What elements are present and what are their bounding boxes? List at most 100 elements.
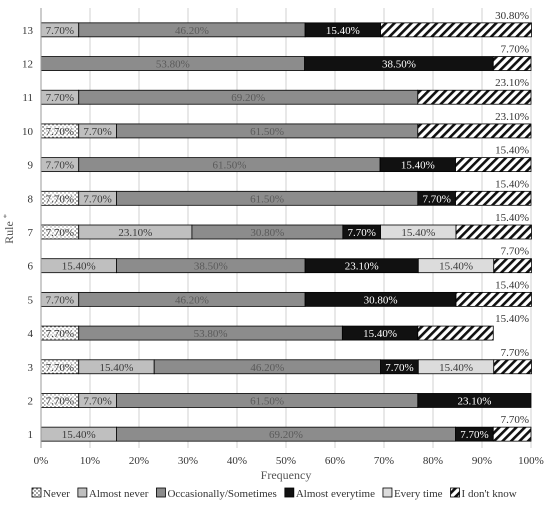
data-label: 61.50% bbox=[212, 160, 246, 172]
y-tick-label: 5 bbox=[28, 294, 34, 306]
data-label: 23.10% bbox=[118, 227, 152, 239]
data-label: 7.70% bbox=[46, 160, 74, 172]
legend-label: Occasionally/Sometimes bbox=[167, 488, 276, 500]
x-tick-label: 30% bbox=[178, 455, 198, 467]
data-label: 7.70% bbox=[501, 246, 529, 258]
legend-label: Almost everytime bbox=[296, 488, 375, 500]
bar-segment bbox=[455, 190, 532, 206]
legend-swatch bbox=[382, 487, 393, 498]
data-label: 61.50% bbox=[250, 395, 284, 407]
y-tick-label: 10 bbox=[22, 126, 34, 138]
data-label: 15.40% bbox=[495, 279, 529, 291]
legend-label: Every time bbox=[394, 488, 443, 500]
x-tick-label: 20% bbox=[129, 455, 149, 467]
data-label: 15.40% bbox=[495, 313, 529, 325]
data-label: 38.50% bbox=[382, 59, 416, 71]
y-tick-label: 8 bbox=[28, 193, 34, 205]
data-label: 7.70% bbox=[83, 193, 111, 205]
data-label: 7.70% bbox=[46, 328, 74, 340]
y-tick-label: 2 bbox=[28, 395, 34, 407]
data-label: 7.70% bbox=[501, 347, 529, 359]
label-backdrop bbox=[44, 394, 75, 407]
legend-swatch bbox=[31, 487, 42, 498]
legend-swatch bbox=[284, 487, 295, 498]
bar-segment bbox=[455, 157, 532, 173]
data-label: 7.70% bbox=[46, 294, 74, 306]
bar-segment bbox=[492, 56, 532, 71]
data-label: 69.20% bbox=[269, 429, 303, 441]
data-label: 7.70% bbox=[46, 193, 74, 205]
x-tick-label: 80% bbox=[423, 455, 443, 467]
y-tick-label: 13 bbox=[22, 25, 34, 37]
x-tick-label: 60% bbox=[325, 455, 345, 467]
axes: 0% 10% 20% 30% 40% 50% 60% 70% 80% 90% 100%1234567… bbox=[2, 8, 544, 482]
data-label: 7.70% bbox=[83, 395, 111, 407]
legend-swatch bbox=[156, 487, 166, 498]
legend-swatch bbox=[77, 487, 88, 498]
data-label: 7.70% bbox=[46, 395, 74, 407]
label-backdrop bbox=[44, 124, 75, 137]
x-tick-label: 100% bbox=[518, 455, 544, 467]
data-label: 15.40% bbox=[62, 429, 96, 441]
bar-segment bbox=[493, 258, 532, 274]
data-label: 30.80% bbox=[364, 294, 398, 306]
data-label: 15.40% bbox=[495, 145, 529, 157]
data-label: 15.40% bbox=[99, 362, 133, 374]
data-label: 38.50% bbox=[194, 261, 228, 273]
data-label: 15.40% bbox=[401, 160, 435, 172]
data-label: 7.70% bbox=[46, 227, 74, 239]
legend-swatch bbox=[450, 487, 460, 498]
y-tick-label: 9 bbox=[28, 160, 34, 172]
y-tick-label: 12 bbox=[22, 59, 33, 71]
data-label: 15.40% bbox=[326, 25, 360, 37]
data-label: 7.70% bbox=[460, 429, 488, 441]
data-label: 15.40% bbox=[401, 227, 435, 239]
data-label: 46.20% bbox=[175, 25, 209, 37]
data-label: 7.70% bbox=[501, 414, 529, 426]
data-label: 61.50% bbox=[250, 126, 284, 138]
data-label: 46.20% bbox=[175, 294, 209, 306]
data-label: 23.10% bbox=[457, 395, 491, 407]
data-label: 61.50% bbox=[250, 193, 284, 205]
legend: Never Almost never Occasionally/Sometimes A… bbox=[31, 487, 517, 500]
x-tick-label: 0% bbox=[34, 455, 49, 467]
data-label: 15.40% bbox=[495, 212, 529, 224]
bar-segment bbox=[492, 426, 532, 442]
data-label: 15.40% bbox=[495, 178, 529, 190]
x-tick-label: 10% bbox=[80, 455, 100, 467]
data-label: 7.70% bbox=[46, 126, 74, 138]
bar-segment bbox=[380, 22, 532, 38]
data-label: 53.80% bbox=[194, 328, 228, 340]
bar-segment bbox=[455, 224, 532, 240]
y-tick-label: 7 bbox=[28, 227, 34, 239]
bar-segment bbox=[493, 359, 532, 375]
label-backdrop bbox=[44, 327, 75, 340]
legend-label: Almost never bbox=[89, 488, 149, 500]
data-label: 7.70% bbox=[46, 92, 74, 104]
x-tick-label: 40% bbox=[227, 455, 247, 467]
label-backdrop bbox=[44, 192, 75, 205]
data-label: 7.70% bbox=[347, 227, 375, 239]
data-label: 15.40% bbox=[363, 328, 397, 340]
bar-segment bbox=[417, 123, 532, 139]
bar-segment bbox=[417, 89, 532, 105]
bar-segment bbox=[455, 291, 532, 307]
data-label: 30.80% bbox=[495, 10, 529, 22]
data-label: 53.80% bbox=[156, 59, 190, 71]
data-label: 23.10% bbox=[345, 261, 379, 273]
y-tick-label: 4 bbox=[28, 328, 34, 340]
data-label: 23.10% bbox=[495, 111, 529, 123]
label-backdrop bbox=[44, 360, 75, 373]
y-tick-label: 1 bbox=[28, 429, 34, 441]
bar-segment bbox=[417, 393, 532, 408]
data-label: 46.20% bbox=[250, 362, 284, 374]
legend-label: Never bbox=[43, 488, 70, 500]
data-label: 15.40% bbox=[439, 362, 473, 374]
y-tick-label: 3 bbox=[28, 362, 34, 374]
legend-label: I don't know bbox=[462, 488, 517, 500]
y-axis-title-marker: * bbox=[2, 214, 11, 218]
bar-segment bbox=[417, 325, 494, 341]
data-label: 30.80% bbox=[250, 227, 284, 239]
